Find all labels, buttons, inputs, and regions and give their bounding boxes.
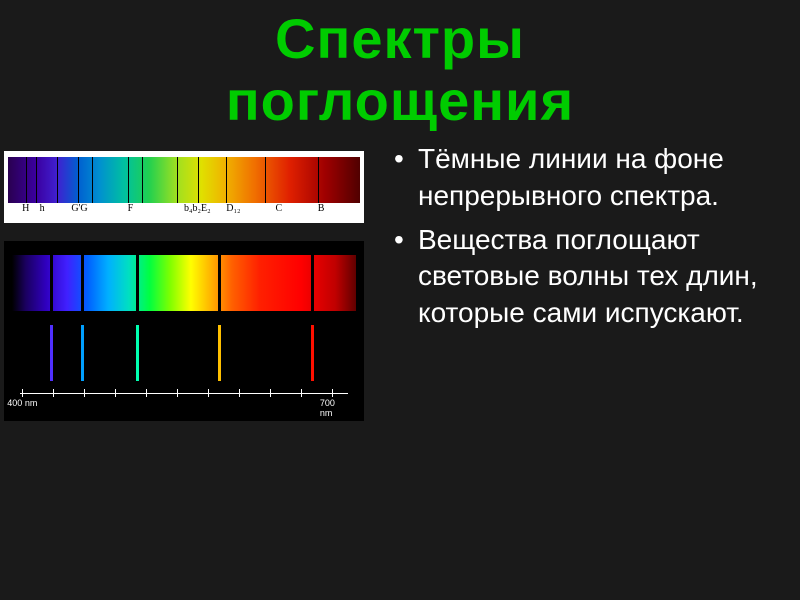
emission-spectrum — [12, 325, 356, 381]
emission-line — [81, 325, 84, 381]
axis-tick — [270, 389, 271, 397]
title-line-1: Спектры — [275, 7, 525, 70]
axis-tick — [332, 389, 333, 397]
absorption-line — [78, 157, 79, 203]
fraunhofer-letter: G'G — [71, 203, 87, 214]
fraunhofer-letter: b₄b₂E₂ — [184, 203, 211, 214]
axis-tick — [146, 389, 147, 397]
spectra-column: Hh G'G Fb₄b₂E₂ D₁₂ C B 400 nm 700 nm — [0, 141, 380, 421]
fraunhofer-spectrum-box: Hh G'G Fb₄b₂E₂ D₁₂ C B — [4, 151, 364, 223]
fraunhofer-letter: H — [22, 203, 29, 214]
absorption-line — [128, 157, 129, 203]
axis-tick — [239, 389, 240, 397]
absorption-line — [226, 157, 227, 203]
emission-line — [50, 325, 53, 381]
dark-spectrum-box: 400 nm 700 nm — [4, 241, 364, 421]
absorption-line — [26, 157, 27, 203]
absorption-line — [218, 255, 221, 311]
content-area: Hh G'G Fb₄b₂E₂ D₁₂ C B 400 nm 700 nm Тёмные ли… — [0, 131, 800, 421]
absorption-spectrum — [12, 255, 356, 311]
axis-line — [20, 393, 348, 394]
bullet-list: Тёмные линии на фоне непрерывного спектр… — [390, 141, 780, 331]
axis-tick — [53, 389, 54, 397]
bullet-item: Тёмные линии на фоне непрерывного спектр… — [390, 141, 780, 214]
axis-tick — [301, 389, 302, 397]
fraunhofer-labels: Hh G'G Fb₄b₂E₂ D₁₂ C B — [8, 203, 360, 219]
axis-tick — [208, 389, 209, 397]
axis-tick — [84, 389, 85, 397]
absorption-line — [318, 157, 319, 203]
fraunhofer-letter: F — [128, 203, 134, 214]
absorption-line — [36, 157, 37, 203]
text-column: Тёмные линии на фоне непрерывного спектр… — [380, 141, 780, 421]
emission-line — [136, 325, 139, 381]
fraunhofer-letter: D₁₂ — [226, 203, 240, 214]
absorption-line — [198, 157, 199, 203]
title-line-2: поглощения — [226, 69, 574, 132]
axis-tick — [22, 389, 23, 397]
absorption-line — [265, 157, 266, 203]
absorption-line — [136, 255, 139, 311]
absorption-line — [177, 157, 178, 203]
absorption-line — [81, 255, 84, 311]
absorption-line — [50, 255, 53, 311]
absorption-line — [311, 255, 314, 311]
axis-label-left: 400 nm — [7, 398, 37, 408]
bullet-item: Вещества поглощают световые волны тех дл… — [390, 222, 780, 331]
absorption-line — [92, 157, 93, 203]
axis-tick — [115, 389, 116, 397]
fraunhofer-letter: h — [40, 203, 45, 214]
wavelength-axis: 400 nm700 nm — [12, 389, 356, 413]
emission-line — [311, 325, 314, 381]
fraunhofer-letter: C — [276, 203, 283, 214]
fraunhofer-letter: B — [318, 203, 325, 214]
absorption-line — [57, 157, 58, 203]
axis-tick — [177, 389, 178, 397]
fraunhofer-spectrum — [8, 157, 360, 203]
emission-line — [218, 325, 221, 381]
axis-label-right: 700 nm — [320, 398, 344, 418]
slide-title: Спектры поглощения — [0, 0, 800, 131]
absorption-line — [142, 157, 143, 203]
